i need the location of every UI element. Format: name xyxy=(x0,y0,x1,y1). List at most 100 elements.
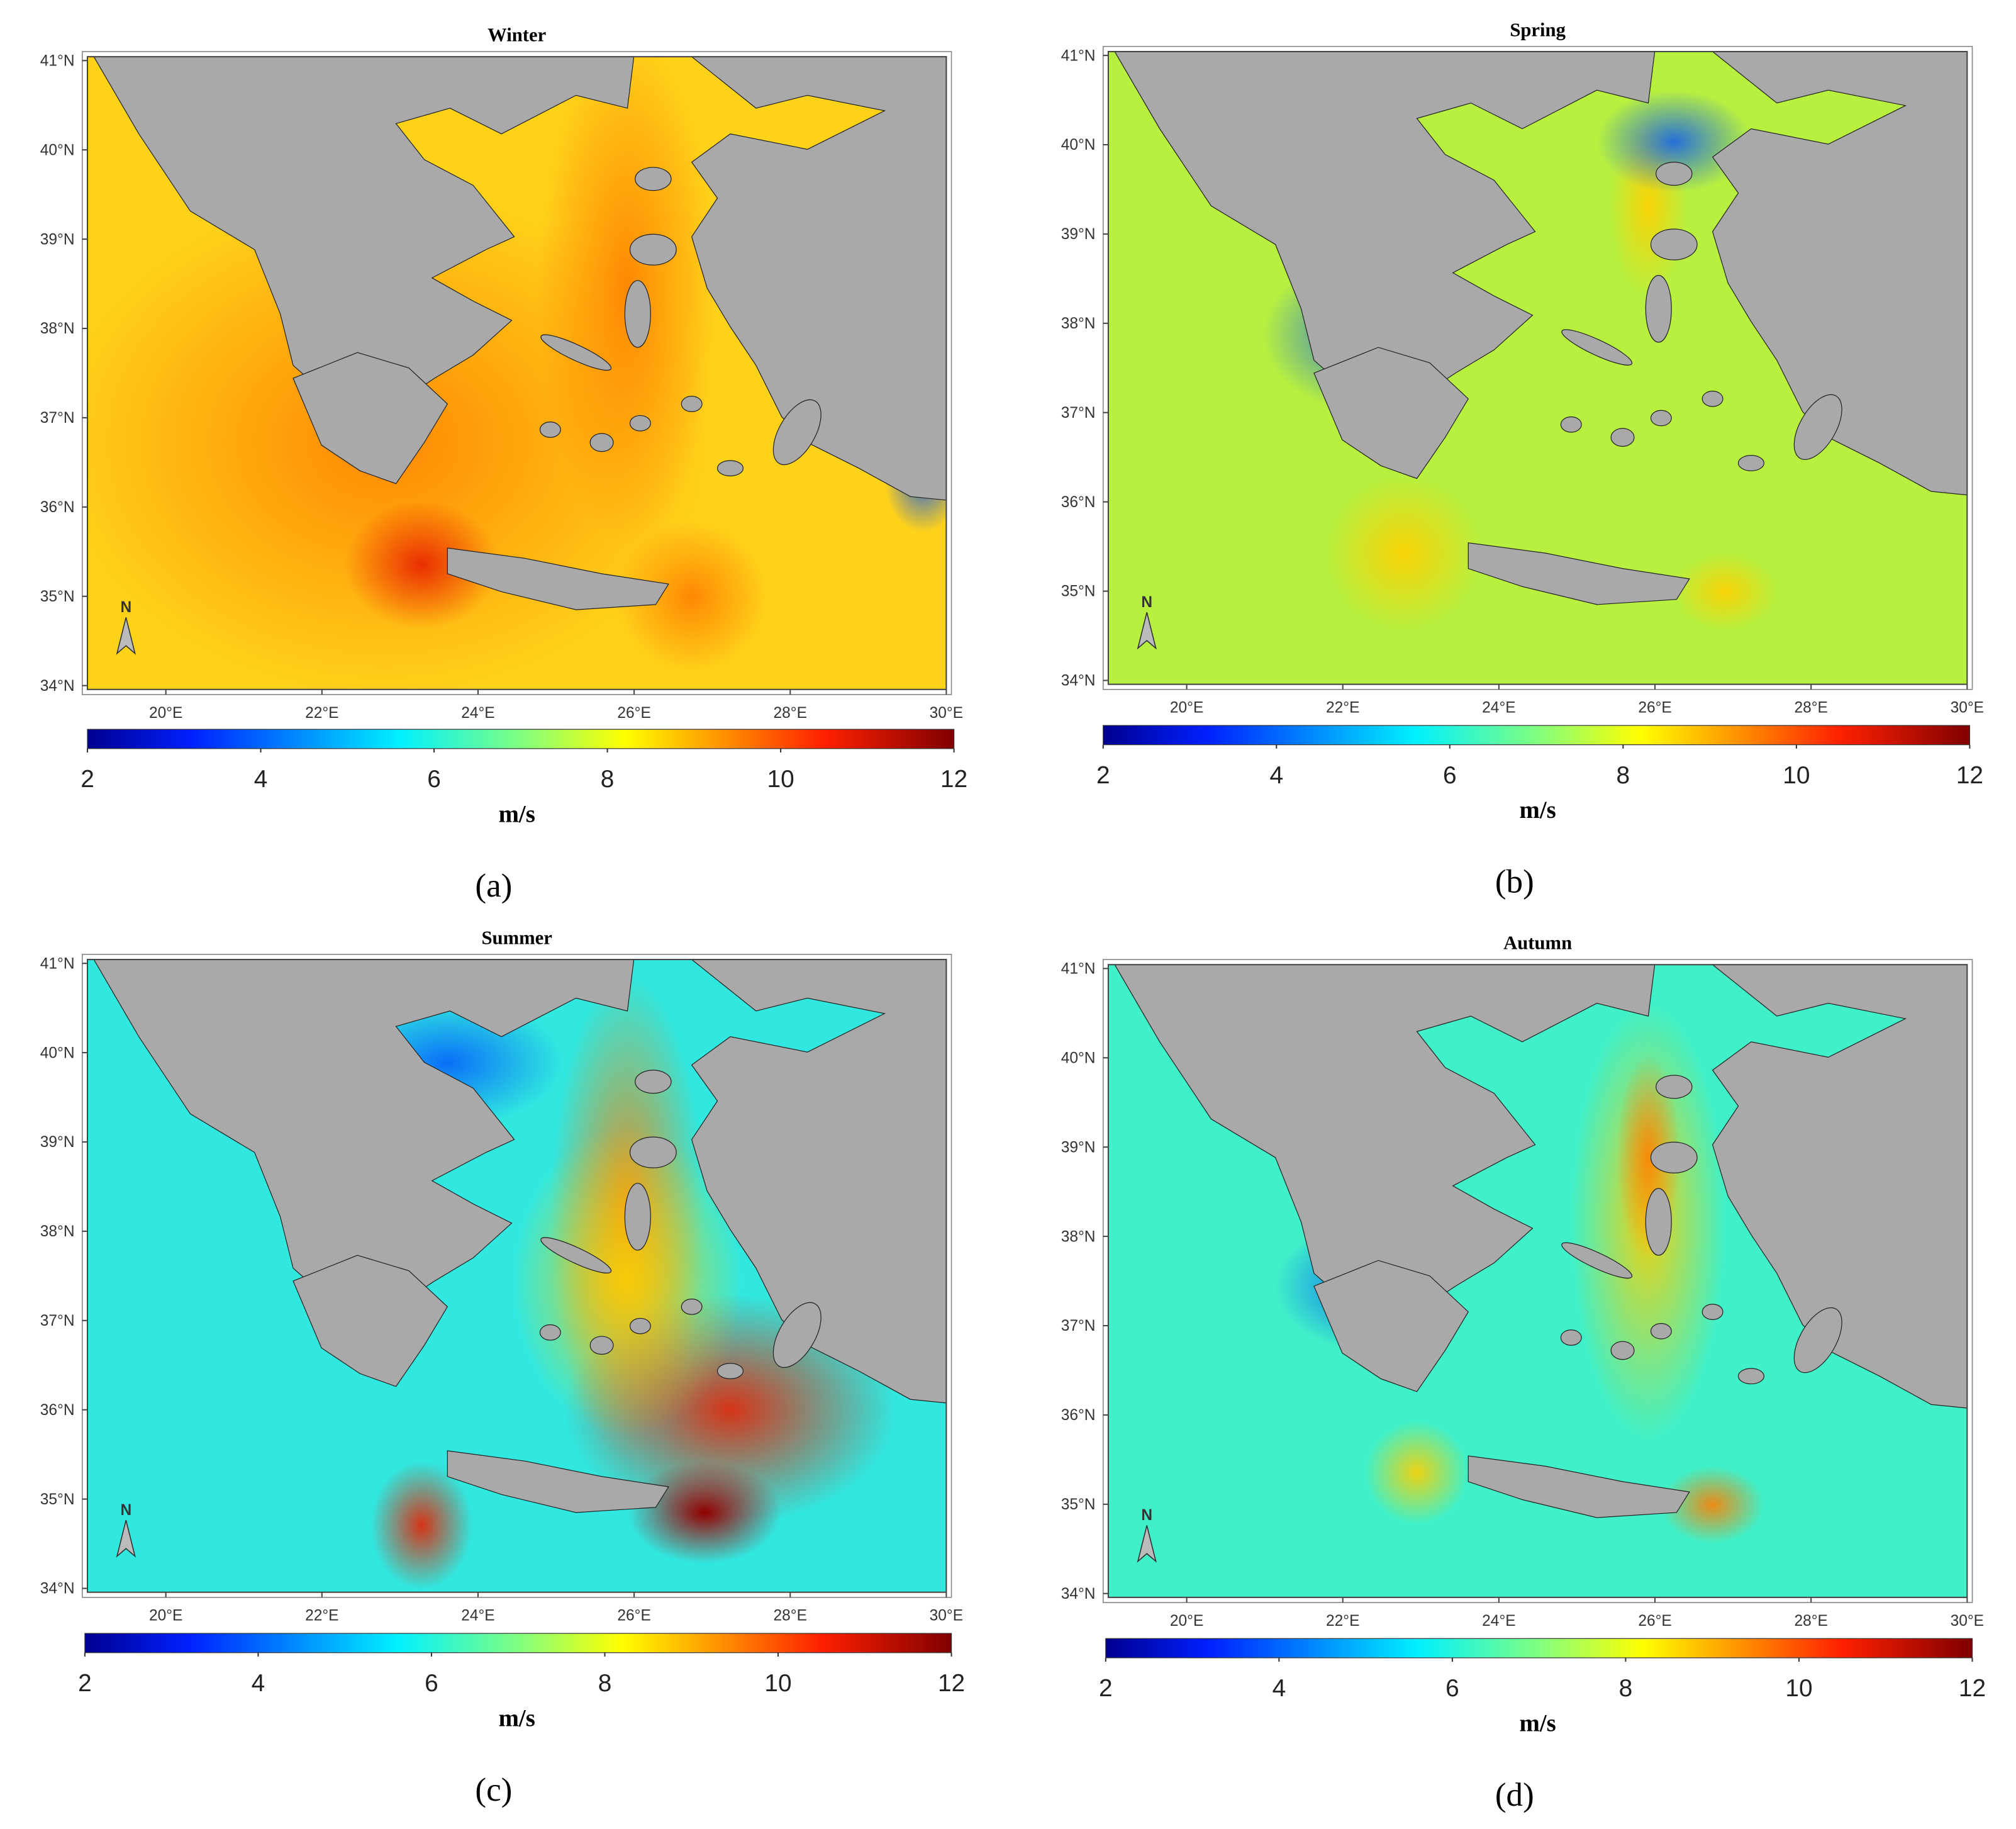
lat-label: 37°N xyxy=(1061,1317,1096,1334)
map-frame-outer xyxy=(1102,45,1973,690)
lat-label: 41°N xyxy=(40,52,75,69)
colorbar-label: 2 xyxy=(1099,1675,1113,1702)
lat-label: 34°N xyxy=(1061,1586,1096,1602)
lat-label: 36°N xyxy=(1061,494,1096,511)
colorbar-label: 10 xyxy=(764,1670,791,1697)
lat-label: 39°N xyxy=(1061,1139,1096,1156)
lat-label: 38°N xyxy=(1061,315,1096,332)
lon-label: 22°E xyxy=(1326,700,1359,717)
colorbar-unit: m/s xyxy=(499,1704,535,1731)
lon-label: 30°E xyxy=(930,705,963,722)
lat-label: 35°N xyxy=(40,1491,75,1508)
north-arrow xyxy=(1137,612,1157,650)
lat-label: 38°N xyxy=(40,320,75,337)
lon-label: 22°E xyxy=(305,1608,338,1625)
lat-label: 40°N xyxy=(1061,1049,1096,1066)
lat-label: 37°N xyxy=(40,410,75,427)
colorbar-label: 10 xyxy=(767,766,794,793)
lon-label: 30°E xyxy=(1951,700,1984,717)
lat-label: 36°N xyxy=(40,1402,75,1419)
colorbar-label: 6 xyxy=(1443,762,1457,789)
lon-label: 30°E xyxy=(930,1608,963,1625)
map-panel: Autumn 41°N 40°N 39°N 38°N 37°N 36°N 35°N 34°N 20… xyxy=(1061,932,1986,1813)
panel-title: Autumn xyxy=(1503,932,1572,954)
lat-label: 35°N xyxy=(1061,1496,1096,1513)
map-panel: Winter 41°N 40°N 39°N 38°N 37°N 36°N 35°N 34°N 20… xyxy=(40,25,967,904)
colorbar-label: 2 xyxy=(78,1670,92,1697)
lon-label: 22°E xyxy=(305,705,338,722)
lat-label: 38°N xyxy=(1061,1228,1096,1245)
lat-label: 39°N xyxy=(1061,226,1096,243)
colorbar-label: 4 xyxy=(254,766,268,793)
lon-label: 28°E xyxy=(1794,1613,1827,1630)
colorbar-label: 12 xyxy=(938,1670,965,1697)
colorbar xyxy=(1103,725,1971,746)
lat-label: 36°N xyxy=(1061,1407,1096,1424)
colorbar-unit: m/s xyxy=(1520,797,1556,824)
colorbar-label: 12 xyxy=(1959,1675,1986,1702)
panel-label: (d) xyxy=(1495,1777,1534,1813)
lat-label: 39°N xyxy=(40,1134,75,1151)
wind-field xyxy=(1327,476,1481,630)
wind-field xyxy=(1661,1466,1764,1544)
lat-label: 40°N xyxy=(1061,137,1096,154)
colorbar-label: 6 xyxy=(425,1670,438,1697)
map-frame xyxy=(1107,50,1968,685)
panel-title: Spring xyxy=(1510,19,1566,40)
lon-label: 26°E xyxy=(1638,700,1671,717)
panel-label: (c) xyxy=(475,1772,512,1808)
map-frame xyxy=(86,959,947,1593)
lon-label: 28°E xyxy=(774,1608,807,1625)
map-frame xyxy=(86,56,947,690)
lat-label: 34°N xyxy=(40,1580,75,1597)
wind-field xyxy=(344,500,499,629)
colorbar-label: 6 xyxy=(427,766,441,793)
lon-label: 20°E xyxy=(149,1608,182,1625)
north-label: N xyxy=(1141,594,1152,611)
panel-title: Summer xyxy=(481,927,552,949)
north-label: N xyxy=(120,1502,131,1519)
lon-label: 26°E xyxy=(617,1608,650,1625)
colorbar-label: 12 xyxy=(940,766,967,793)
lat-label: 39°N xyxy=(40,231,75,248)
lon-label: 20°E xyxy=(1170,700,1203,717)
map xyxy=(1108,965,1968,1597)
lon-label: 26°E xyxy=(617,705,650,722)
lon-label: 24°E xyxy=(461,705,494,722)
colorbar-label: 8 xyxy=(1619,1675,1633,1702)
map xyxy=(87,57,947,690)
map xyxy=(87,959,947,1592)
wind-field xyxy=(615,519,769,674)
lat-label: 41°N xyxy=(1061,47,1096,64)
colorbar-label: 10 xyxy=(1785,1675,1812,1702)
lat-label: 36°N xyxy=(40,499,75,516)
map-panel: Summer 41°N 40°N 39°N 38°N 37°N 36°N 35°N 34°N 20… xyxy=(40,927,965,1808)
lon-label: 20°E xyxy=(149,705,182,722)
wind-field xyxy=(1674,553,1777,630)
lon-label: 24°E xyxy=(1482,700,1515,717)
lat-label: 35°N xyxy=(1061,583,1096,600)
map-frame-outer xyxy=(81,954,952,1598)
lon-label: 20°E xyxy=(1170,1613,1203,1630)
lat-label: 34°N xyxy=(1061,673,1096,690)
colorbar-label: 8 xyxy=(598,1670,612,1697)
wind-field xyxy=(511,1126,743,1436)
north-arrow xyxy=(116,1520,136,1558)
lon-label: 26°E xyxy=(1638,1613,1671,1630)
lon-label: 30°E xyxy=(1951,1613,1984,1630)
lat-label: 38°N xyxy=(40,1223,75,1240)
north-arrow xyxy=(1137,1525,1157,1563)
map-frame-outer xyxy=(81,51,952,695)
map-frame-outer xyxy=(1102,959,1973,1603)
lat-label: 37°N xyxy=(1061,405,1096,422)
north-arrow xyxy=(116,617,136,655)
lat-label: 35°N xyxy=(40,588,75,605)
colorbar-unit: m/s xyxy=(499,800,535,827)
wind-field xyxy=(1365,1421,1469,1524)
colorbar-label: 8 xyxy=(601,766,615,793)
colorbar-label: 10 xyxy=(1783,762,1810,789)
lon-label: 28°E xyxy=(1794,700,1827,717)
colorbar-label: 4 xyxy=(1273,1675,1286,1702)
lat-label: 37°N xyxy=(40,1312,75,1329)
